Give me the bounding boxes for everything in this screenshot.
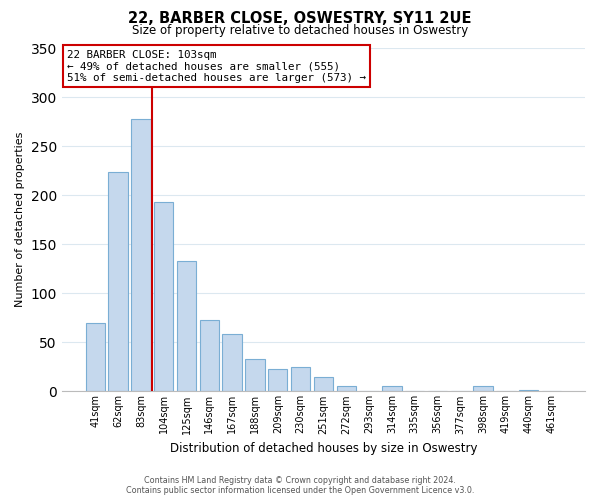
Bar bbox=[200, 320, 219, 392]
Bar bbox=[245, 359, 265, 392]
Bar bbox=[473, 386, 493, 392]
X-axis label: Distribution of detached houses by size in Oswestry: Distribution of detached houses by size … bbox=[170, 442, 477, 455]
Bar bbox=[109, 172, 128, 392]
Bar bbox=[519, 390, 538, 392]
Bar bbox=[382, 386, 401, 392]
Bar bbox=[291, 367, 310, 392]
Text: 22, BARBER CLOSE, OSWESTRY, SY11 2UE: 22, BARBER CLOSE, OSWESTRY, SY11 2UE bbox=[128, 11, 472, 26]
Text: Size of property relative to detached houses in Oswestry: Size of property relative to detached ho… bbox=[132, 24, 468, 37]
Bar bbox=[131, 118, 151, 392]
Bar bbox=[223, 334, 242, 392]
Bar bbox=[314, 376, 333, 392]
Bar bbox=[337, 386, 356, 392]
Bar bbox=[268, 369, 287, 392]
Text: 22 BARBER CLOSE: 103sqm
← 49% of detached houses are smaller (555)
51% of semi-d: 22 BARBER CLOSE: 103sqm ← 49% of detache… bbox=[67, 50, 366, 83]
Bar bbox=[154, 202, 173, 392]
Bar bbox=[177, 261, 196, 392]
Text: Contains HM Land Registry data © Crown copyright and database right 2024.
Contai: Contains HM Land Registry data © Crown c… bbox=[126, 476, 474, 495]
Bar bbox=[86, 322, 105, 392]
Y-axis label: Number of detached properties: Number of detached properties bbox=[15, 132, 25, 308]
